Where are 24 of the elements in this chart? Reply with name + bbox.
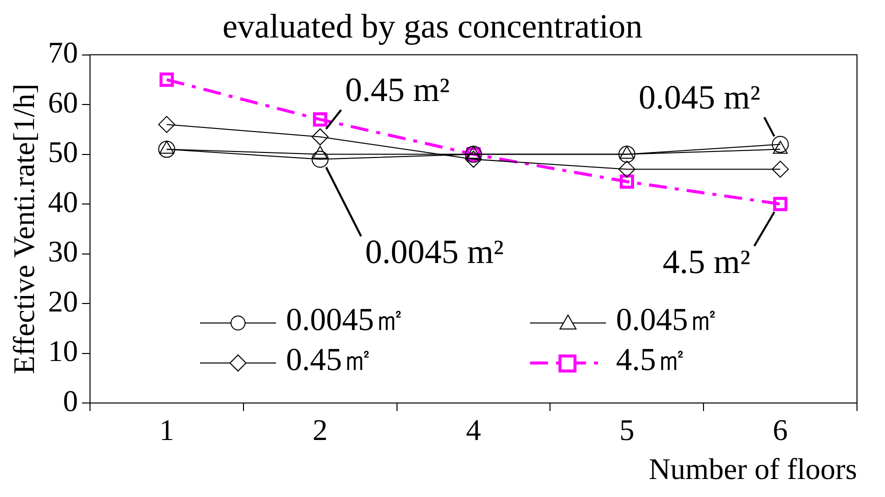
annotation: 4.5 m² xyxy=(662,244,750,281)
y-tick-label: 0 xyxy=(63,384,78,418)
annotation: 0.45 m² xyxy=(345,72,450,109)
legend-label: 0.0045㎡ xyxy=(286,301,406,337)
y-tick-label: 30 xyxy=(48,236,78,269)
x-tick-label: 5 xyxy=(619,414,634,447)
y-tick-label: 50 xyxy=(48,136,78,170)
x-tick-label: 1 xyxy=(159,414,174,447)
legend-label: 0.45㎡ xyxy=(286,341,374,377)
legend-label: 4.5㎡ xyxy=(616,341,688,377)
y-tick-label: 20 xyxy=(48,285,78,318)
x-tick-label: 2 xyxy=(312,414,328,447)
y-tick-label: 40 xyxy=(48,186,78,219)
x-tick-label: 6 xyxy=(772,414,788,447)
annotation: 0.045 m² xyxy=(638,79,760,116)
y-tick-label: 10 xyxy=(48,335,78,368)
y-tick-label: 60 xyxy=(48,86,78,120)
y-axis-title: Effective Venti.rate[1/h] xyxy=(8,84,41,374)
y-tick-label: 70 xyxy=(48,36,78,70)
x-axis-title: Number of floors xyxy=(648,452,857,486)
x-tick-label: 4 xyxy=(466,414,481,447)
chart-title: evaluated by gas concentration xyxy=(222,8,643,46)
annotation: 0.0045 m² xyxy=(365,234,504,272)
legend-label: 0.045㎡ xyxy=(616,301,720,337)
